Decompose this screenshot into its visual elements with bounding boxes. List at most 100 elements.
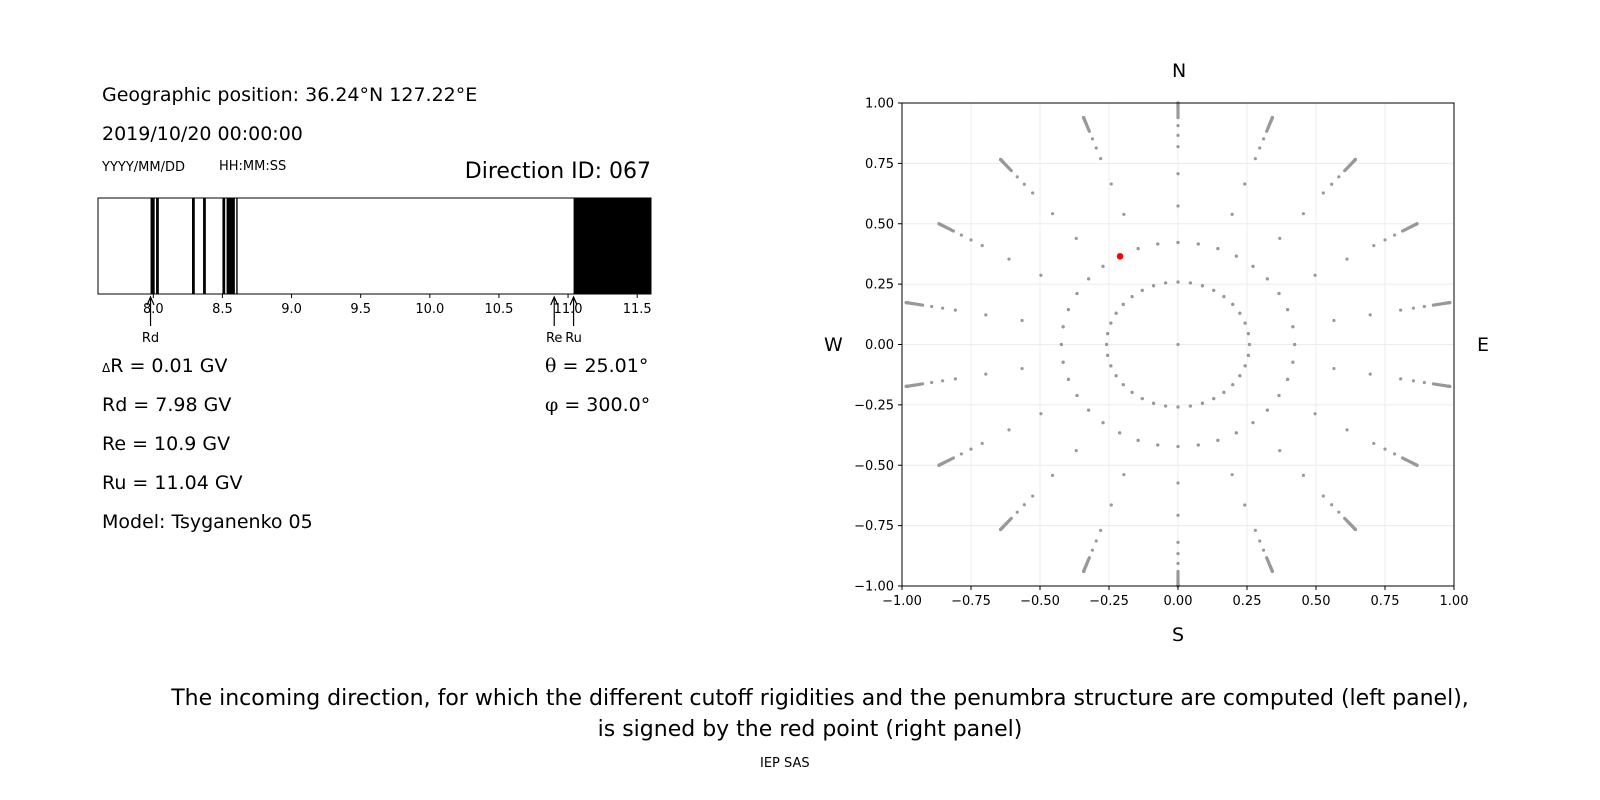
direction-point — [1090, 548, 1095, 552]
direction-point — [1399, 377, 1403, 381]
y-tick-label: 0.50 — [865, 217, 894, 232]
direction-point — [1313, 273, 1317, 277]
direction-point — [1087, 408, 1091, 412]
phi-text: = 300.0° — [558, 394, 651, 416]
direction-point — [1121, 302, 1125, 306]
direction-point — [1330, 182, 1334, 186]
allowed-band — [222, 198, 226, 294]
direction-point — [1253, 157, 1257, 161]
direction-point — [1422, 380, 1426, 385]
direction-point — [1411, 379, 1415, 383]
direction-point — [1090, 137, 1095, 141]
direction-point — [999, 157, 1003, 162]
direction-point — [1246, 332, 1250, 336]
direction-point — [1176, 540, 1180, 544]
direction-point — [937, 463, 941, 467]
direction-point — [1118, 431, 1122, 435]
direction-point — [1074, 236, 1078, 240]
direction-point — [1122, 473, 1126, 477]
allowed-band — [226, 198, 235, 294]
allowed-band — [192, 198, 195, 294]
direction-point — [1368, 372, 1372, 376]
direction-point — [959, 233, 963, 237]
model-name: Model: Tsyganenko 05 — [102, 511, 313, 533]
direction-point — [1286, 307, 1290, 312]
selected-direction-point — [1116, 253, 1124, 260]
direction-point — [1251, 421, 1255, 425]
direction-point — [1277, 393, 1281, 398]
direction-point — [1246, 353, 1250, 357]
direction-point — [1372, 441, 1376, 446]
direction-point — [1176, 552, 1180, 556]
direction-point — [1230, 212, 1234, 216]
direction-point — [1122, 212, 1126, 216]
direction-point — [1022, 503, 1026, 507]
direction-point — [1066, 377, 1070, 382]
direction-point — [1301, 212, 1306, 216]
direction-point — [1061, 325, 1065, 329]
y-tick-label: −0.50 — [854, 459, 894, 474]
direction-point — [1286, 377, 1290, 382]
direction-point — [1200, 401, 1205, 405]
direction-point — [1277, 291, 1281, 296]
direction-point — [1261, 137, 1266, 141]
marker-arrowhead — [146, 295, 155, 306]
direction-scatter-chart: −1.00 −0.75 −0.50 −0.25 0.00 0.25 0.50 0.75 1.00… — [854, 97, 1468, 610]
direction-point — [1136, 246, 1140, 251]
rd-value: Rd = 7.98 GV — [102, 394, 232, 416]
direction-point — [1265, 277, 1269, 281]
direction-point — [1261, 548, 1266, 552]
direction-point — [1353, 157, 1357, 162]
allowed-band — [156, 198, 159, 294]
direction-point — [1176, 342, 1180, 347]
y-tick-label: −1.00 — [854, 580, 894, 595]
direction-point — [1265, 408, 1269, 412]
direction-point — [1176, 561, 1180, 565]
direction-point — [1130, 295, 1134, 299]
direction-point — [1321, 494, 1325, 498]
phi-value: φ = 300.0° — [545, 394, 650, 416]
direction-point — [1050, 212, 1055, 216]
direction-point — [1156, 242, 1160, 246]
x-tick-label: −1.00 — [882, 594, 922, 609]
direction-point — [1020, 366, 1024, 371]
direction-point — [1059, 342, 1063, 347]
delta-symbol: Δ — [102, 361, 111, 375]
x-tick-label: 0.75 — [1371, 594, 1400, 609]
direction-point — [1222, 390, 1226, 394]
direction-point — [1176, 444, 1180, 449]
direction-point — [1188, 404, 1193, 408]
allowed-band — [150, 198, 155, 294]
direction-point — [953, 308, 957, 312]
direction-point — [1039, 412, 1043, 416]
datetime-value: 2019/10/20 00:00:00 — [102, 123, 303, 145]
theta-text: = 25.01° — [556, 355, 649, 377]
direction-point — [1099, 528, 1103, 532]
direction-point — [1094, 146, 1098, 150]
delta-r-value: ΔR = 0.01 GV — [102, 355, 227, 377]
direction-point — [1321, 191, 1325, 195]
time-format-label: HH:MM:SS — [219, 159, 287, 174]
direction-point — [1200, 284, 1205, 288]
penumbra-chart: 8.0 8.5 9.0 9.5 10.0 10.5 11.0 11.5 Rd Re Ru — [97, 197, 652, 346]
x-tick-label: 1.00 — [1440, 594, 1469, 609]
direction-point — [1156, 443, 1160, 447]
direction-point — [1050, 473, 1055, 477]
direction-point — [1106, 353, 1110, 357]
direction-point — [1015, 175, 1019, 179]
direction-point — [1114, 311, 1118, 315]
direction-point — [1293, 342, 1297, 347]
direction-point — [1176, 172, 1180, 176]
allowed-band — [203, 198, 206, 294]
direction-point — [1176, 405, 1180, 409]
re-value: Re = 10.9 GV — [102, 433, 231, 455]
delta-r-text: R = 0.01 GV — [110, 355, 228, 377]
direction-point — [1109, 321, 1113, 325]
direction-point — [915, 302, 919, 306]
allowed-band — [573, 198, 651, 294]
marker-label-re: Re — [546, 331, 562, 346]
direction-point — [1151, 401, 1156, 405]
y-tick-label: 1.00 — [865, 97, 894, 112]
y-tick-label: −0.75 — [854, 519, 894, 534]
